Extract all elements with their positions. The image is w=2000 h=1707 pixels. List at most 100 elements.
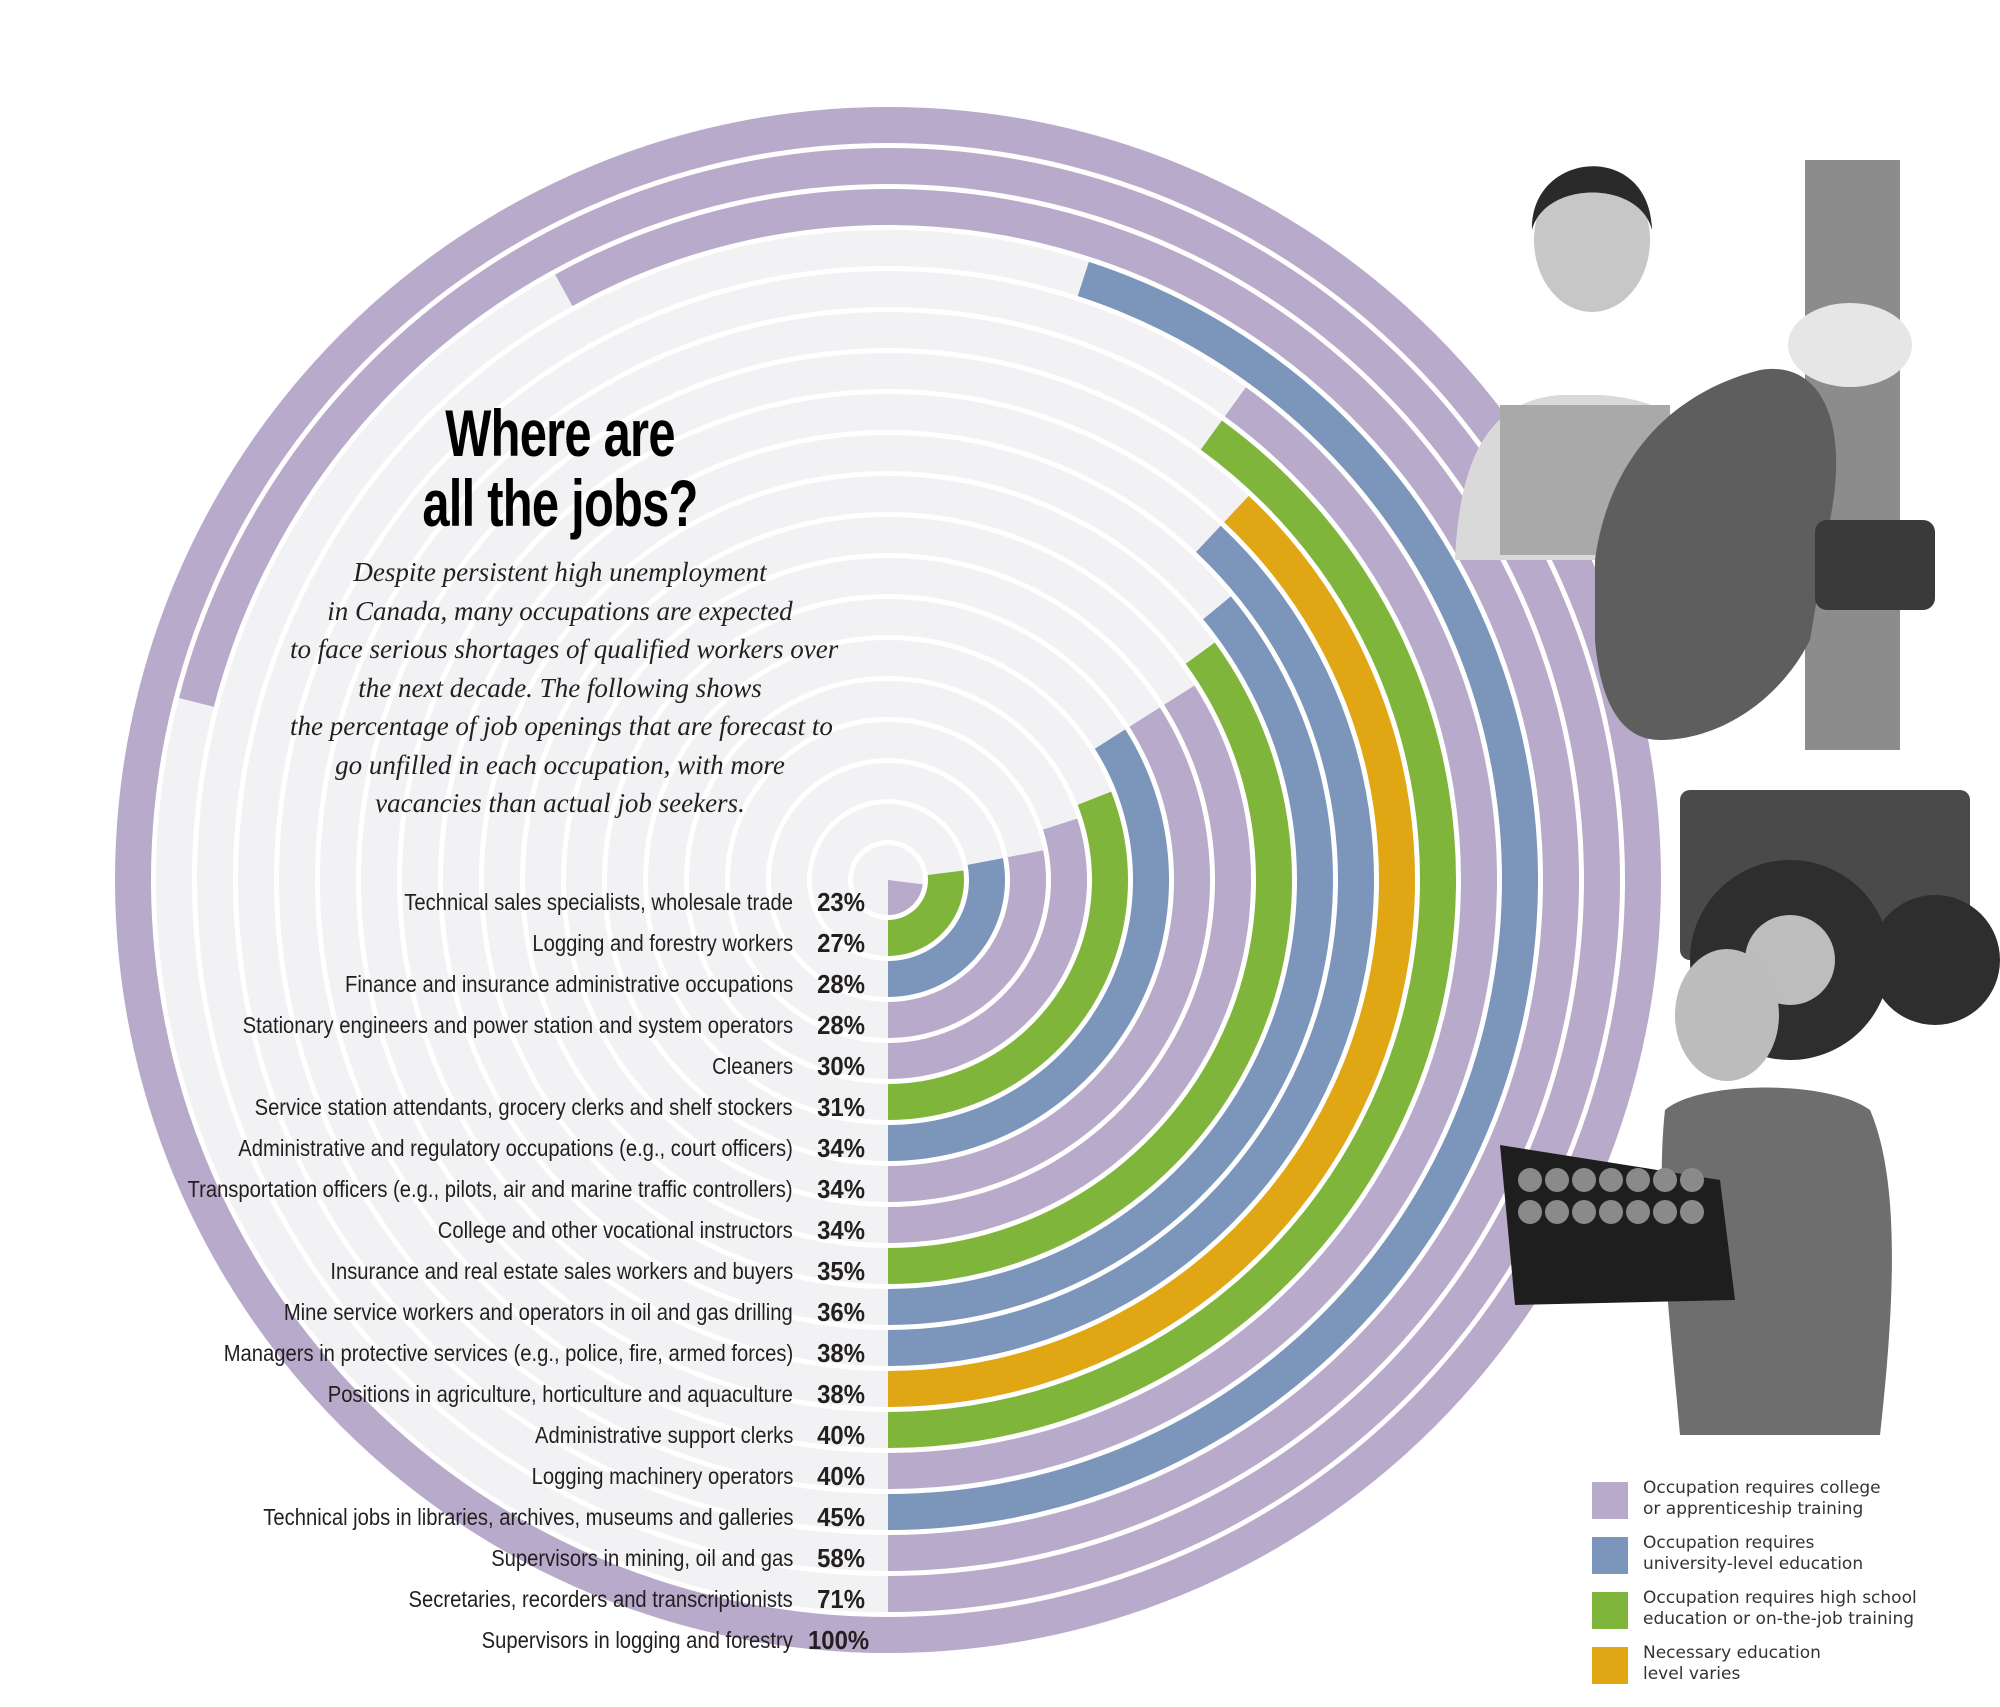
tomato	[1545, 1200, 1569, 1224]
ring-gridline	[274, 266, 1502, 1494]
subtitle-line: to face serious shortages of qualified w…	[290, 634, 839, 664]
tomato	[1626, 1168, 1650, 1192]
chart-title: Where are all the jobs?	[330, 398, 790, 538]
bar-arc	[888, 685, 1252, 1243]
bar-arc	[888, 707, 1210, 1202]
category-row: Cleaners 30%	[0, 1046, 880, 1087]
bar-arc	[888, 729, 1169, 1161]
value-label: 36%	[817, 1297, 865, 1327]
category-row: Supervisors in mining, oil and gas 58%	[0, 1538, 880, 1579]
tomato	[1653, 1168, 1677, 1192]
bar-arc	[888, 525, 1374, 1366]
ring-gridline	[520, 512, 1256, 1248]
value-label: 71%	[817, 1584, 865, 1614]
category-row: College and other vocational instructors…	[0, 1210, 880, 1251]
woman-head	[1534, 168, 1650, 312]
value-label: 28%	[817, 1010, 865, 1040]
value-label: 40%	[817, 1461, 865, 1491]
logger-helmet	[1788, 303, 1912, 387]
category-row: Supervisors in logging and forestry 100%	[0, 1620, 880, 1661]
value-label: 34%	[817, 1215, 865, 1245]
ring-gridline	[192, 184, 1584, 1576]
category-label: Supervisors in mining, oil and gas	[490, 1545, 793, 1571]
tomato	[1680, 1200, 1704, 1224]
legend-label-line: university-level education	[1643, 1554, 1864, 1574]
ring-gridline	[643, 635, 1133, 1125]
value-label: 34%	[817, 1174, 865, 1204]
bar-arc	[888, 858, 1006, 997]
category-row: Logging machinery operators 40%	[0, 1456, 880, 1497]
ring-gridline	[438, 430, 1338, 1330]
value-label: 45%	[817, 1502, 865, 1532]
category-label: Mine service workers and operators in oi…	[284, 1299, 793, 1325]
ring-gridline	[684, 676, 1092, 1084]
subtitle-line: go unfilled in each occupation, with mor…	[335, 749, 785, 780]
value-label: 27%	[817, 928, 865, 958]
tomato	[1599, 1200, 1623, 1224]
category-label: College and other vocational instructors	[437, 1217, 793, 1243]
category-row: Technical jobs in libraries, archives, m…	[0, 1497, 880, 1538]
legend-label-line: level varies	[1643, 1664, 1741, 1684]
tomato	[1518, 1200, 1542, 1224]
photos	[1455, 160, 2000, 1435]
category-label: Finance and insurance administrative occ…	[344, 971, 793, 997]
subtitle-line: vacancies than actual job seekers.	[375, 788, 745, 818]
category-row: Technical sales specialists, wholesale t…	[0, 882, 880, 923]
grocer-photo	[1661, 1087, 1892, 1435]
value-label: 100%	[807, 1625, 870, 1655]
category-label: Supervisors in logging and forestry	[481, 1627, 793, 1653]
category-row: Secretaries, recorders and transcription…	[0, 1579, 880, 1620]
tomato	[1626, 1200, 1650, 1224]
tomato	[1680, 1168, 1704, 1192]
ring-gridline	[356, 348, 1420, 1412]
legend-swatch-varies	[1592, 1647, 1628, 1684]
category-label: Managers in protective services (e.g., p…	[223, 1340, 793, 1366]
ring-gridline	[479, 471, 1297, 1289]
bar-arc	[888, 880, 923, 915]
category-row: Administrative and regulatory occupation…	[0, 1128, 880, 1169]
legend-label-line: Occupation requires high school	[1643, 1588, 1917, 1608]
legend-swatch-high-school	[1592, 1592, 1628, 1629]
subtitle-line: the next decade. The following shows	[358, 672, 762, 703]
tomato	[1545, 1168, 1569, 1192]
category-label: Cleaners	[712, 1053, 793, 1079]
legend-label-line: Occupation requires college	[1643, 1478, 1881, 1498]
category-label: Technical jobs in libraries, archives, m…	[262, 1504, 793, 1530]
category-label: Insurance and real estate sales workers …	[330, 1258, 793, 1284]
legend-item-college: Occupation requires college or apprentic…	[1592, 1478, 1992, 1537]
legend-label: Necessary education level varies	[1643, 1643, 1821, 1685]
category-label: Technical sales specialists, wholesale t…	[404, 889, 793, 915]
category-label: Administrative support clerks	[534, 1422, 793, 1448]
category-row: Managers in protective services (e.g., p…	[0, 1333, 880, 1374]
bar-arc	[888, 850, 1047, 1038]
legend-label-line: or apprenticeship training	[1643, 1499, 1864, 1519]
value-label: 58%	[817, 1543, 865, 1573]
title-line-1: Where are	[445, 396, 675, 470]
legend-swatch-university	[1592, 1537, 1628, 1574]
tomato	[1572, 1200, 1596, 1224]
logger-photo	[1595, 368, 1837, 740]
category-label: Administrative and regulatory occupation…	[238, 1135, 793, 1161]
woman-hair	[1531, 166, 1652, 230]
ring-gridline	[151, 143, 1625, 1617]
legend-item-high-school: Occupation requires high school educatio…	[1592, 1588, 1992, 1647]
category-row: Service station attendants, grocery cler…	[0, 1087, 880, 1128]
legend: Occupation requires college or apprentic…	[1592, 1478, 1992, 1702]
chart-subtitle: Despite persistent high unemployment in …	[290, 553, 839, 823]
category-label: Logging and forestry workers	[532, 930, 793, 956]
bar-arc	[888, 596, 1333, 1325]
grocer-head	[1675, 949, 1779, 1081]
legend-label-line: education or on-the-job training	[1643, 1609, 1915, 1629]
ring-gridline	[766, 758, 1010, 1002]
bars	[115, 107, 1661, 1653]
category-label: Positions in agriculture, horticulture a…	[327, 1381, 793, 1407]
category-row: Insurance and real estate sales workers …	[0, 1251, 880, 1292]
value-label: 38%	[817, 1379, 865, 1409]
tomato	[1653, 1200, 1677, 1224]
category-row: Positions in agriculture, horticulture a…	[0, 1374, 880, 1415]
tomato	[1599, 1168, 1623, 1192]
legend-label-line: Necessary education	[1643, 1643, 1821, 1663]
category-label: Transportation officers (e.g., pilots, a…	[187, 1176, 793, 1202]
ring-gridline	[233, 225, 1543, 1535]
